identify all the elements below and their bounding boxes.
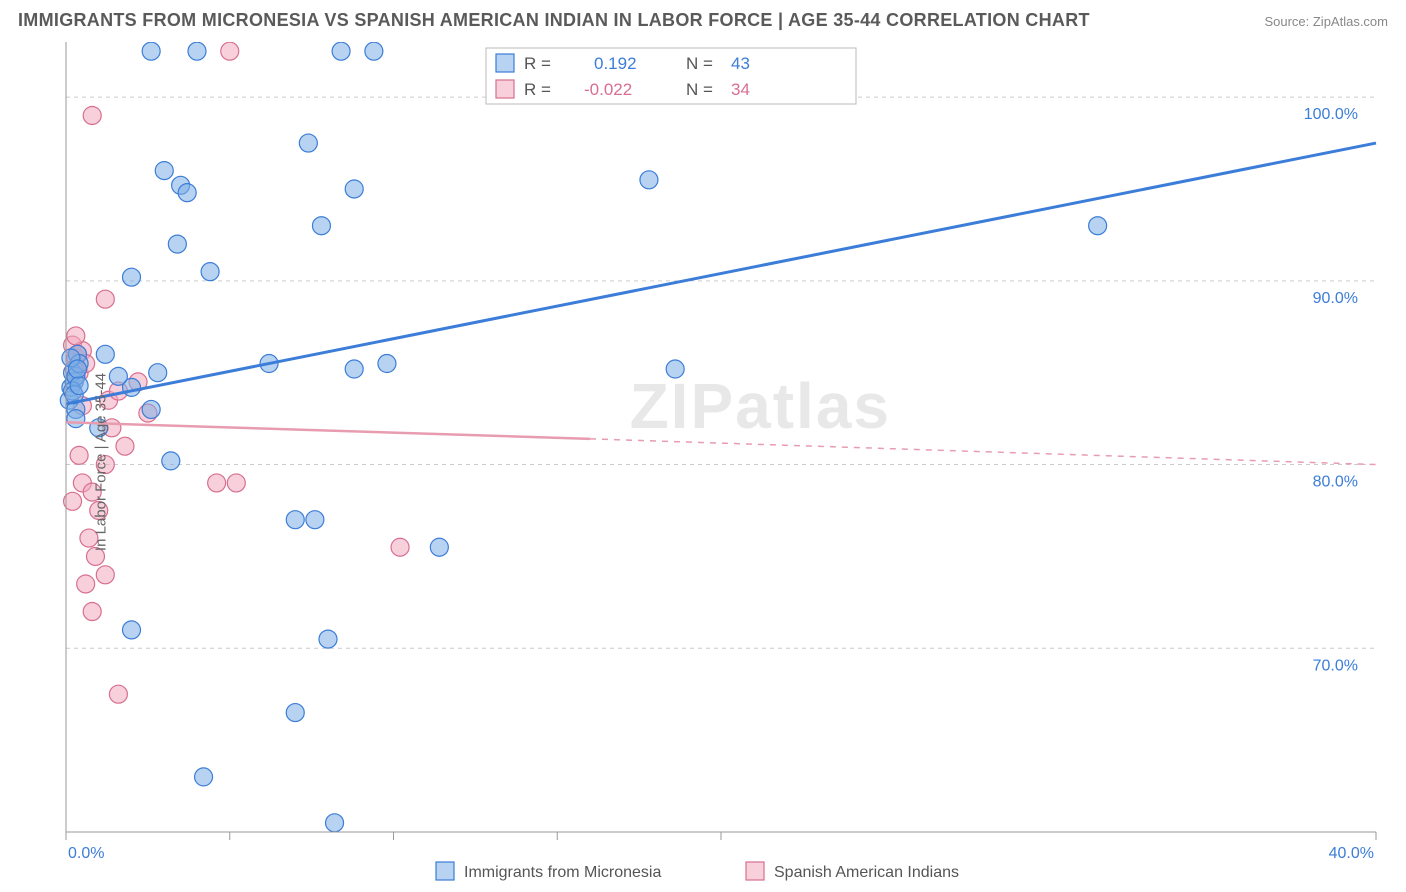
legend-swatch-pink: [746, 862, 764, 880]
scatter-point-pink: [391, 538, 409, 556]
scatter-point-pink: [227, 474, 245, 492]
scatter-point-blue: [142, 42, 160, 60]
scatter-point-blue: [365, 42, 383, 60]
scatter-point-blue: [201, 263, 219, 281]
scatter-point-blue: [109, 367, 127, 385]
legend-label-pink: Spanish American Indians: [774, 864, 959, 881]
scatter-point-pink: [96, 566, 114, 584]
scatter-point-blue: [123, 621, 141, 639]
y-tick-label: 80.0%: [1313, 474, 1358, 491]
scatter-point-pink: [109, 685, 127, 703]
scatter-point-blue: [640, 171, 658, 189]
legend-label-blue: Immigrants from Micronesia: [464, 864, 661, 881]
scatter-point-blue: [188, 42, 206, 60]
n-value-pink: 34: [731, 80, 750, 99]
chart-title: IMMIGRANTS FROM MICRONESIA VS SPANISH AM…: [18, 10, 1090, 31]
r-label: R =: [524, 54, 551, 73]
x-tick-label: 40.0%: [1329, 845, 1374, 862]
n-label: N =: [686, 54, 713, 73]
y-tick-label: 90.0%: [1313, 290, 1358, 307]
scatter-point-blue: [299, 134, 317, 152]
scatter-point-blue: [286, 511, 304, 529]
scatter-point-blue: [666, 360, 684, 378]
scatter-point-blue: [378, 355, 396, 373]
scatter-point-pink: [221, 42, 239, 60]
correlation-chart: 70.0% 80.0% 90.0% 100.0% ZIPatlas 0.0% 40.0% R …: [18, 42, 1388, 882]
scatter-point-blue: [326, 814, 344, 832]
scatter-point-blue: [96, 345, 114, 363]
legend-swatch-pink: [496, 80, 514, 98]
scatter-point-blue: [67, 410, 85, 428]
scatter-point-blue: [319, 630, 337, 648]
scatter-point-pink: [96, 290, 114, 308]
source-credit: Source: ZipAtlas.com: [1264, 14, 1388, 29]
scatter-point-blue: [70, 377, 88, 395]
scatter-point-blue: [162, 452, 180, 470]
legend-swatch-blue: [496, 54, 514, 72]
scatter-point-blue: [195, 768, 213, 786]
scatter-point-blue: [178, 184, 196, 202]
scatter-point-blue: [306, 511, 324, 529]
scatter-point-pink: [83, 603, 101, 621]
source-prefix: Source:: [1264, 14, 1312, 29]
scatter-point-blue: [155, 162, 173, 180]
scatter-point-blue: [68, 360, 86, 378]
n-label: N =: [686, 80, 713, 99]
r-value-blue: 0.192: [594, 54, 637, 73]
y-axis-label: In Labor Force | Age 35-44: [93, 373, 110, 551]
trendline-pink-extrapolated: [590, 439, 1376, 465]
scatter-point-pink: [67, 327, 85, 345]
r-value-pink: -0.022: [584, 80, 632, 99]
x-tick-label: 0.0%: [68, 845, 104, 862]
scatter-point-blue: [312, 217, 330, 235]
r-label: R =: [524, 80, 551, 99]
scatter-point-blue: [168, 235, 186, 253]
scatter-point-pink: [116, 437, 134, 455]
scatter-point-blue: [332, 42, 350, 60]
scatter-point-blue: [345, 180, 363, 198]
watermark: ZIPatlas: [630, 370, 891, 442]
legend-swatch-blue: [436, 862, 454, 880]
scatter-point-pink: [70, 446, 88, 464]
scatter-point-blue: [1089, 217, 1107, 235]
scatter-point-blue: [345, 360, 363, 378]
scatter-point-pink: [208, 474, 226, 492]
scatter-point-pink: [77, 575, 95, 593]
trendline-pink: [66, 422, 590, 439]
n-value-blue: 43: [731, 54, 750, 73]
y-tick-label: 70.0%: [1313, 657, 1358, 674]
scatter-point-blue: [286, 704, 304, 722]
scatter-point-blue: [149, 364, 167, 382]
scatter-point-blue: [123, 268, 141, 286]
scatter-point-pink: [83, 106, 101, 124]
scatter-point-blue: [142, 400, 160, 418]
y-tick-label: 100.0%: [1304, 106, 1358, 123]
trendline-blue: [66, 143, 1376, 404]
scatter-point-blue: [430, 538, 448, 556]
source-link[interactable]: ZipAtlas.com: [1313, 14, 1388, 29]
